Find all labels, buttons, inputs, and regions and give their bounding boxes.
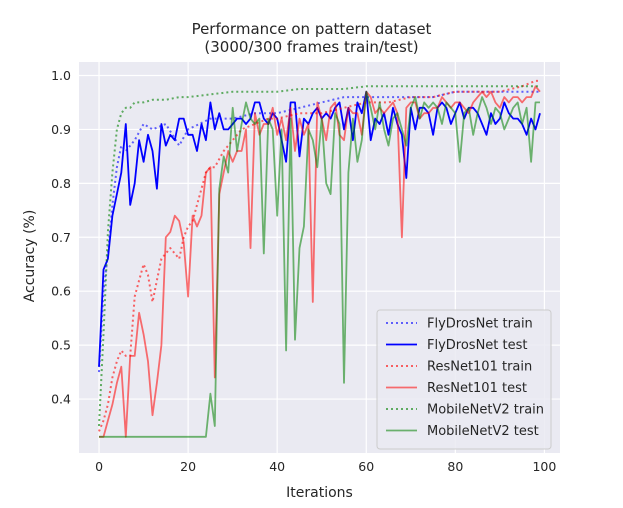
series-line-5	[99, 90, 540, 438]
x-tick-label: 60	[358, 459, 374, 474]
x-tick-label: 20	[180, 459, 196, 474]
x-axis-label: Iterations	[286, 485, 353, 501]
legend-box	[376, 309, 552, 450]
legend-label: MobileNetV2 test	[427, 424, 539, 439]
legend: FlyDrosNet train FlyDrosNet test ResNet101…	[376, 309, 552, 450]
x-tick-label: 40	[269, 459, 285, 474]
y-axis-label: Accuracy (%)	[22, 210, 38, 303]
x-tick-label: 80	[447, 459, 463, 474]
series-line-2	[98, 79, 540, 432]
y-axis-ticks: 0.4 0.5 0.6 0.7 0.8 0.9 1.0	[51, 68, 71, 407]
series-layer	[98, 79, 541, 438]
y-tick-label: 1.0	[51, 68, 71, 83]
legend-label: ResNet101 test	[427, 381, 527, 396]
series-line-0	[98, 90, 540, 373]
y-tick-label: 0.7	[51, 230, 71, 245]
y-tick-label: 0.6	[51, 284, 71, 299]
legend-label: FlyDrosNet train	[427, 317, 533, 332]
legend-label: FlyDrosNet test	[427, 338, 528, 353]
y-tick-label: 0.8	[51, 176, 71, 191]
x-axis-ticks: 0 20 40 60 80 100	[95, 459, 556, 474]
legend-label: ResNet101 train	[427, 360, 532, 375]
y-tick-label: 0.4	[51, 392, 71, 407]
chart-title: Performance on pattern dataset	[192, 20, 432, 38]
x-tick-label: 100	[532, 459, 556, 474]
x-tick-label: 0	[95, 459, 103, 474]
y-tick-label: 0.5	[51, 338, 71, 353]
series-line-4	[98, 85, 540, 427]
y-tick-label: 0.9	[51, 122, 71, 137]
legend-label: MobileNetV2 train	[427, 403, 544, 418]
chart-subtitle: (3000/300 frames train/test)	[204, 38, 418, 56]
